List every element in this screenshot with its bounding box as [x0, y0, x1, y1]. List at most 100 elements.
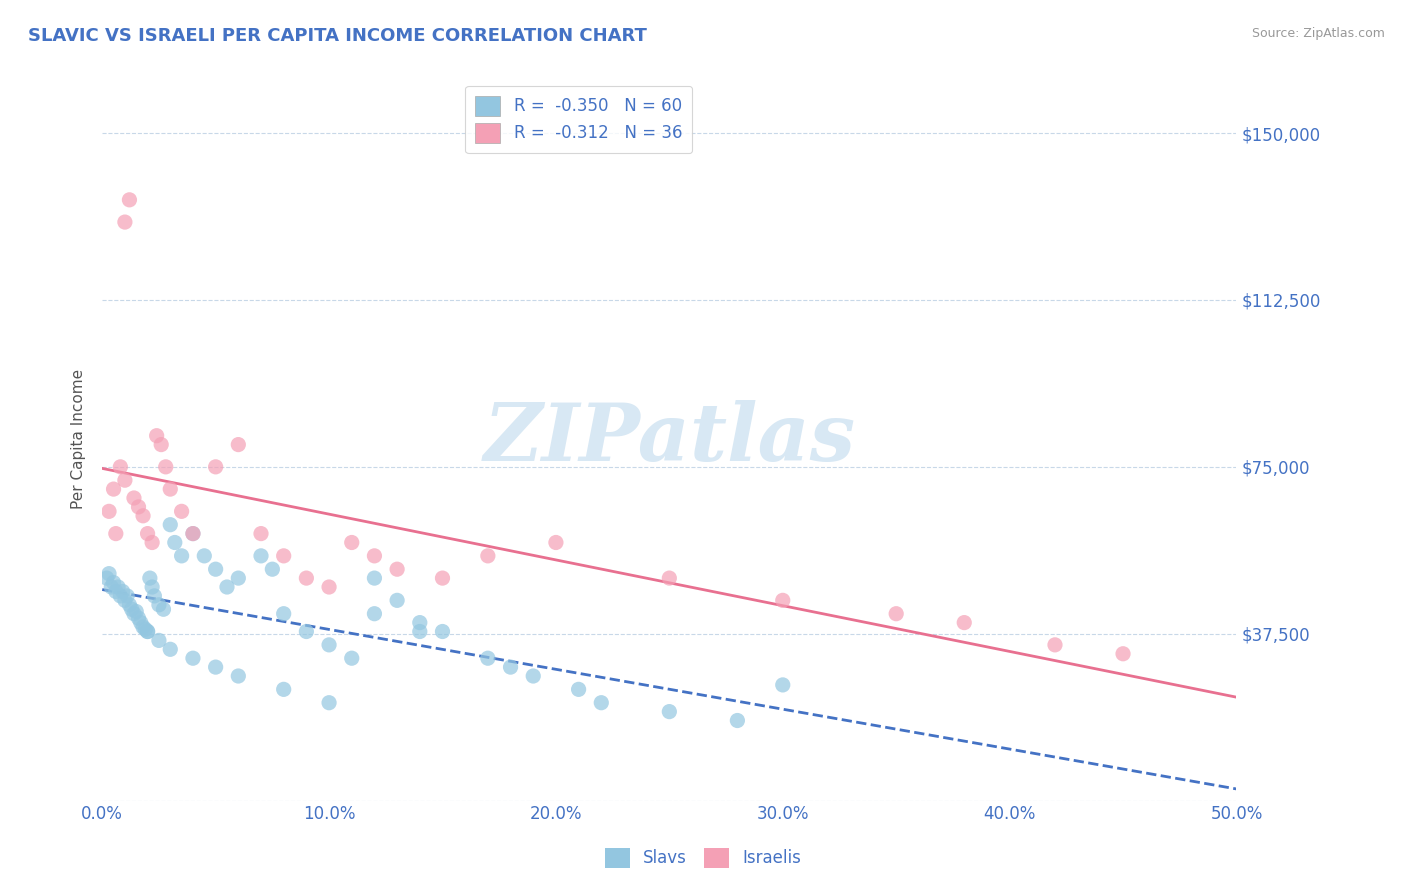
Point [318, 580, 340, 594]
Point [953, 615, 976, 630]
Point [143, 589, 166, 603]
Point [145, 428, 167, 442]
Point [228, 669, 250, 683]
Point [111, 584, 134, 599]
Point [273, 682, 295, 697]
Point [318, 696, 340, 710]
Point [772, 678, 794, 692]
Point [132, 620, 155, 634]
Point [363, 607, 385, 621]
Point [104, 584, 127, 599]
Legend: Slavs, Israelis: Slavs, Israelis [599, 841, 807, 875]
Point [385, 562, 408, 576]
Point [250, 526, 273, 541]
Point [295, 571, 318, 585]
Point [128, 500, 150, 514]
Point [1043, 638, 1066, 652]
Point [170, 549, 193, 563]
Point [250, 549, 273, 563]
Point [148, 598, 170, 612]
Point [204, 660, 226, 674]
Point [122, 491, 145, 505]
Point [1112, 647, 1135, 661]
Point [658, 571, 681, 585]
Point [125, 605, 148, 619]
Point [340, 651, 363, 665]
Point [193, 549, 215, 563]
Point [129, 615, 152, 630]
Point [150, 437, 173, 451]
Point [544, 535, 567, 549]
Point [114, 593, 136, 607]
Point [658, 705, 681, 719]
Point [114, 215, 136, 229]
Point [134, 622, 156, 636]
Point [121, 602, 143, 616]
Point [228, 571, 250, 585]
Point [122, 607, 145, 621]
Point [132, 508, 155, 523]
Point [432, 624, 454, 639]
Point [273, 549, 295, 563]
Point [155, 459, 177, 474]
Point [170, 504, 193, 518]
Point [100, 580, 122, 594]
Point [103, 482, 125, 496]
Point [591, 696, 613, 710]
Point [107, 580, 129, 594]
Point [181, 526, 204, 541]
Point [499, 660, 522, 674]
Point [98, 566, 121, 581]
Point [114, 473, 136, 487]
Point [363, 571, 385, 585]
Point [152, 602, 174, 616]
Point [432, 571, 454, 585]
Point [141, 580, 163, 594]
Point [118, 193, 141, 207]
Point [273, 607, 295, 621]
Text: Source: ZipAtlas.com: Source: ZipAtlas.com [1251, 27, 1385, 40]
Point [159, 642, 181, 657]
Point [148, 633, 170, 648]
Point [262, 562, 284, 576]
Text: ZIPatlas: ZIPatlas [484, 401, 855, 478]
Point [141, 535, 163, 549]
Point [118, 598, 141, 612]
Y-axis label: Per Capita Income: Per Capita Income [72, 369, 86, 509]
Point [115, 589, 138, 603]
Point [477, 549, 499, 563]
Point [104, 526, 127, 541]
Point [110, 459, 132, 474]
Point [181, 526, 204, 541]
Point [163, 535, 186, 549]
Point [409, 615, 432, 630]
Point [139, 571, 162, 585]
Point [228, 437, 250, 451]
Point [204, 562, 226, 576]
Point [385, 593, 408, 607]
Point [725, 714, 748, 728]
Point [181, 651, 204, 665]
Point [96, 571, 118, 585]
Point [110, 589, 132, 603]
Point [136, 526, 159, 541]
Text: SLAVIC VS ISRAELI PER CAPITA INCOME CORRELATION CHART: SLAVIC VS ISRAELI PER CAPITA INCOME CORR… [28, 27, 647, 45]
Point [136, 624, 159, 639]
Point [884, 607, 907, 621]
Point [340, 535, 363, 549]
Point [295, 624, 318, 639]
Point [772, 593, 794, 607]
Point [409, 624, 432, 639]
Point [136, 624, 159, 639]
Point [215, 580, 238, 594]
Point [363, 549, 385, 563]
Point [159, 482, 181, 496]
Point [103, 575, 125, 590]
Point [318, 638, 340, 652]
Point [159, 517, 181, 532]
Point [568, 682, 591, 697]
Point [128, 611, 150, 625]
Point [522, 669, 544, 683]
Point [98, 504, 121, 518]
Legend: R =  -0.350   N = 60, R =  -0.312   N = 36: R = -0.350 N = 60, R = -0.312 N = 36 [465, 86, 692, 153]
